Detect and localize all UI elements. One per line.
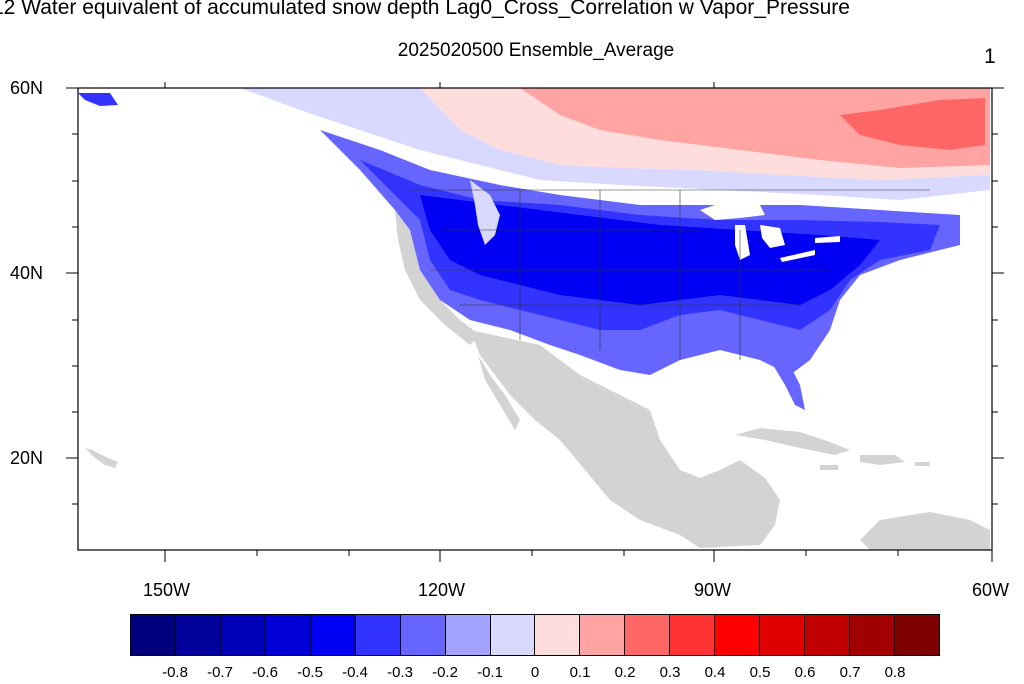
- contour-canada-red: [840, 98, 985, 150]
- land-south-america: [860, 512, 990, 550]
- lon-label-90w: 90W: [694, 580, 732, 600]
- colorbar-label: 0.8: [884, 664, 906, 681]
- colorbar-box: [894, 615, 939, 655]
- colorbar-box: [131, 615, 176, 655]
- colorbar-label: 0.7: [839, 664, 861, 681]
- map-frame: [77, 87, 993, 551]
- colorbar-labels: -0.8 -0.7 -0.6 -0.5 -0.4 -0.3 -0.2 -0.1 0 0.1 0.2 0…: [130, 664, 940, 684]
- lake-superior: [700, 200, 765, 220]
- colorbar: [130, 614, 940, 656]
- map-title: 12 Water equivalent of accumulated snow …: [0, 0, 850, 19]
- colorbar-box: [490, 615, 536, 655]
- colorbar-box: [760, 615, 806, 655]
- colorbar-box: [850, 615, 895, 655]
- colorbar-box: [580, 615, 626, 655]
- contour-layer: [78, 88, 990, 410]
- colorbar-box: [175, 615, 221, 655]
- contour-rockies-pale: [470, 180, 500, 245]
- lake-michigan: [735, 225, 750, 260]
- colorbar-label: 0.2: [614, 664, 636, 681]
- colorbar-label: 0.5: [749, 664, 771, 681]
- lon-label-120w: 120W: [418, 580, 466, 600]
- lon-label-150w: 150W: [143, 580, 191, 600]
- land-layer: [85, 210, 990, 550]
- colorbar-box: [265, 615, 311, 655]
- colorbar-box: [715, 615, 761, 655]
- colorbar-label: -0.1: [477, 664, 503, 681]
- colorbar-box: [805, 615, 850, 655]
- colorbar-label: 0: [530, 664, 540, 681]
- lake-huron: [760, 225, 785, 248]
- land-puerto-rico: [915, 462, 930, 466]
- colorbar-box: [220, 615, 266, 655]
- lake-erie: [780, 250, 815, 262]
- lat-label-40n: 40N: [10, 263, 44, 283]
- colorbar-box: [355, 615, 401, 655]
- land-hawaii: [85, 448, 118, 468]
- colorbar-box: [670, 615, 716, 655]
- lat-label-20n: 20N: [10, 448, 44, 468]
- lake-ontario: [815, 236, 840, 243]
- land-cuba: [735, 428, 850, 455]
- colorbar-label: -0.2: [432, 664, 458, 681]
- panel-number: 1: [984, 45, 996, 68]
- contour-florida: [770, 360, 805, 410]
- colorbar-label: 0.6: [794, 664, 816, 681]
- colorbar-label: -0.5: [297, 664, 323, 681]
- land-mexico: [470, 330, 780, 548]
- colorbar-box: [445, 615, 491, 655]
- colorbar-box: [535, 615, 581, 655]
- colorbar-label: -0.8: [162, 664, 188, 681]
- colorbar-label: -0.6: [252, 664, 278, 681]
- colorbar-box: [625, 615, 671, 655]
- lon-label-60w: 60W: [972, 580, 1010, 600]
- contour-canada-lightred: [520, 88, 990, 168]
- colorbar-label: 0.1: [569, 664, 591, 681]
- contour-alaska: [78, 93, 118, 106]
- colorbar-label: -0.3: [387, 664, 413, 681]
- lat-label-60n: 60N: [10, 78, 44, 98]
- borders-layer: [410, 189, 930, 360]
- colorbar-label: -0.7: [207, 664, 233, 681]
- colorbar-box: [310, 615, 356, 655]
- colorbar-label: -0.4: [342, 664, 368, 681]
- land-jamaica: [820, 465, 838, 470]
- contour-us-core: [420, 195, 880, 305]
- land-baja: [478, 355, 520, 430]
- colorbar-label: 0.3: [659, 664, 681, 681]
- tick-marks: [66, 82, 1004, 562]
- map-subtitle: 2025020500 Ensemble_Average: [397, 40, 675, 61]
- land-hispaniola: [860, 455, 905, 465]
- colorbar-box: [400, 615, 446, 655]
- colorbar-label: 0.4: [704, 664, 726, 681]
